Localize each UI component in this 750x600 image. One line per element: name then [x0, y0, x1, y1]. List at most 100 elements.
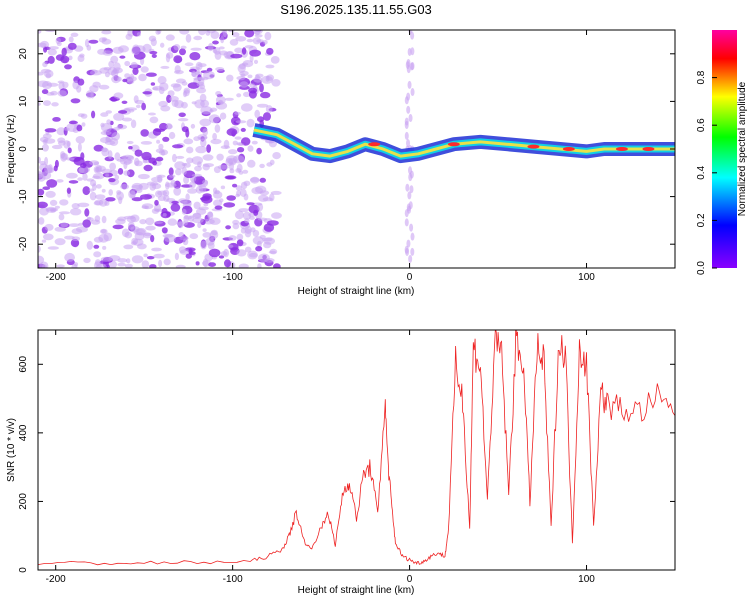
noise-blob — [189, 233, 199, 240]
noise-blob — [60, 152, 67, 162]
noise-blob — [38, 71, 44, 76]
noise-blob — [160, 65, 170, 69]
snr-frame — [37, 329, 676, 571]
colorbar-gradient — [712, 30, 737, 268]
noise-blob — [257, 217, 268, 221]
noise-blob — [186, 157, 194, 164]
noise-blob — [116, 191, 124, 201]
noise-blob — [112, 224, 124, 230]
noise-blob — [128, 146, 133, 150]
noise-blob — [232, 140, 238, 146]
noise-blob — [68, 223, 80, 228]
noise-blob — [236, 249, 247, 257]
noise-blob — [125, 159, 133, 164]
noise-blob — [195, 261, 200, 266]
noise-streak-blob — [408, 114, 413, 123]
noise-blob — [175, 155, 185, 159]
noise-blob — [119, 55, 126, 59]
noise-blob — [253, 76, 263, 83]
noise-blob — [208, 262, 217, 267]
noise-blob — [38, 96, 41, 102]
noise-blob — [175, 168, 182, 176]
spectrogram-x-tick-label: 100 — [578, 272, 595, 283]
noise-blob — [220, 185, 226, 190]
noise-blob — [77, 78, 85, 86]
noise-blob — [210, 31, 220, 39]
spectrogram-x-tick-label: -100 — [223, 272, 243, 283]
noise-blob — [247, 159, 256, 168]
noise-blob — [214, 205, 223, 210]
noise-blob — [93, 251, 102, 258]
spectrogram-x-tick-label: 0 — [407, 272, 413, 283]
noise-blob — [102, 50, 113, 56]
noise-blob — [240, 227, 246, 234]
noise-blob — [222, 30, 228, 38]
noise-blob — [47, 246, 59, 250]
noise-blob — [89, 191, 97, 201]
noise-blob — [272, 152, 281, 160]
noise-blob — [273, 263, 281, 268]
noise-blob — [178, 246, 187, 254]
noise-blob — [124, 73, 131, 79]
noise-streak-blob — [406, 92, 411, 101]
noise-blob — [77, 143, 82, 152]
noise-streak-blob — [406, 105, 411, 114]
noise-blob — [246, 118, 255, 128]
noise-blob — [241, 47, 247, 55]
noise-blob — [143, 253, 148, 258]
noise-blob — [120, 183, 129, 190]
noise-blob — [135, 104, 141, 109]
noise-blob — [170, 203, 181, 212]
noise-blob — [263, 241, 272, 249]
snr-y-tick-label: 0 — [18, 567, 29, 573]
noise-blob — [265, 105, 273, 113]
noise-blob — [50, 90, 58, 96]
noise-blob — [181, 208, 187, 215]
noise-blob — [148, 112, 156, 116]
noise-blob — [228, 235, 237, 241]
noise-blob — [62, 81, 69, 89]
snr-y-tick-label: 600 — [18, 356, 29, 373]
noise-blob — [175, 78, 186, 84]
noise-blob — [165, 34, 175, 41]
noise-blob — [150, 38, 157, 47]
noise-blob — [202, 163, 210, 171]
noise-blob — [169, 174, 176, 178]
noise-blob — [75, 136, 86, 144]
noise-blob — [125, 33, 133, 40]
noise-blob — [151, 54, 157, 58]
snr-y-tick-label: 200 — [18, 493, 29, 510]
noise-blob — [244, 30, 255, 38]
noise-blob — [108, 60, 115, 68]
noise-blob — [105, 173, 110, 177]
noise-blob — [266, 74, 275, 81]
noise-blob — [237, 64, 246, 73]
noise-blob — [122, 78, 128, 83]
noise-blob — [45, 73, 52, 79]
noise-blob — [149, 264, 157, 268]
noise-blob — [130, 119, 137, 129]
noise-blob — [246, 38, 254, 43]
noise-streak-blob — [404, 218, 409, 227]
noise-blob — [106, 119, 112, 125]
noise-blob — [238, 263, 249, 268]
noise-blob — [180, 101, 188, 109]
noise-blob — [218, 255, 225, 259]
spectrogram-y-tick-label: -20 — [18, 237, 29, 252]
noise-blob — [77, 202, 90, 208]
noise-blob — [146, 256, 155, 260]
noise-blob — [76, 85, 82, 93]
noise-blob — [232, 183, 238, 188]
noise-blob — [92, 81, 101, 88]
noise-blob — [190, 47, 202, 51]
noise-blob — [124, 60, 131, 67]
noise-blob — [178, 112, 186, 118]
noise-blob — [249, 49, 261, 57]
noise-blob — [259, 163, 265, 169]
noise-blob — [219, 112, 227, 120]
noise-blob — [101, 188, 106, 193]
noise-blob — [68, 120, 78, 125]
spectrogram-x-ticks: -200 -100 0 100 — [46, 30, 595, 283]
noise-blob — [52, 117, 61, 122]
